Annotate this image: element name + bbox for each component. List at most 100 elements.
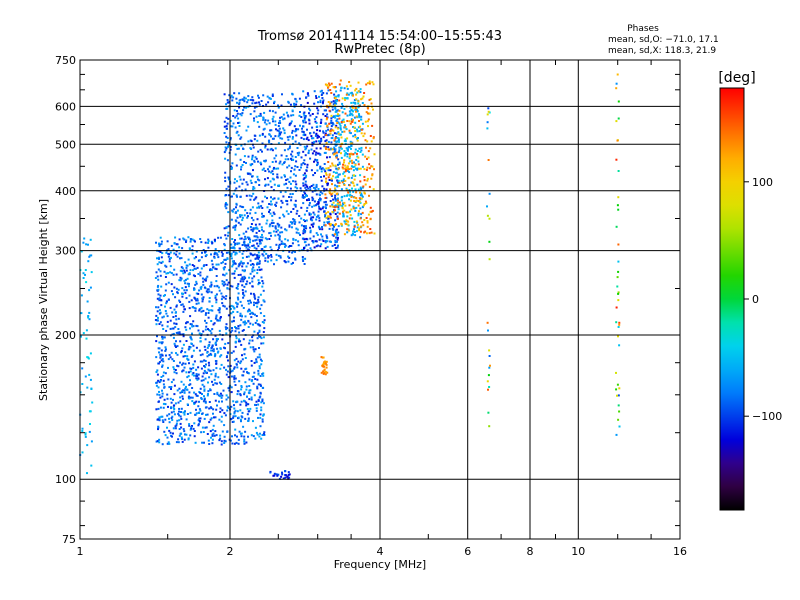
data-point	[261, 434, 264, 436]
data-point	[211, 305, 214, 308]
data-point	[181, 370, 184, 373]
data-point	[369, 206, 372, 209]
data-point	[368, 82, 371, 85]
data-point	[160, 240, 163, 243]
data-point	[285, 229, 288, 232]
data-point	[243, 243, 246, 246]
data-point	[203, 441, 205, 444]
data-point	[237, 274, 240, 276]
data-point	[156, 335, 158, 338]
data-point	[308, 119, 311, 122]
data-point	[214, 430, 217, 433]
data-point	[180, 426, 183, 429]
data-point	[237, 438, 240, 441]
data-point	[284, 245, 286, 248]
data-point	[236, 195, 238, 198]
data-point	[241, 216, 244, 219]
data-point	[288, 135, 291, 138]
data-point	[164, 289, 167, 292]
data-point	[162, 374, 165, 377]
data-point	[207, 238, 210, 241]
data-point	[243, 294, 246, 297]
data-point	[240, 314, 243, 317]
data-point	[241, 219, 244, 222]
data-point	[274, 225, 277, 228]
data-point	[303, 238, 306, 241]
data-point	[189, 434, 192, 437]
data-point	[255, 115, 258, 118]
data-point	[240, 260, 243, 263]
data-point	[302, 125, 304, 128]
data-point	[205, 312, 207, 315]
data-point	[174, 296, 177, 299]
data-point	[319, 140, 322, 143]
data-point	[281, 201, 284, 204]
data-point	[302, 150, 305, 153]
data-point	[160, 376, 163, 378]
data-point	[217, 338, 219, 341]
data-point	[305, 209, 308, 212]
data-point	[291, 222, 293, 225]
data-point	[341, 119, 344, 122]
data-point	[312, 183, 315, 186]
data-point	[355, 152, 358, 155]
data-point	[334, 149, 337, 152]
data-point	[224, 440, 227, 443]
data-point	[87, 260, 90, 263]
data-point	[244, 357, 247, 359]
data-point	[185, 240, 187, 243]
data-point	[317, 225, 320, 228]
data-point	[200, 431, 203, 434]
data-point	[162, 383, 165, 386]
data-point	[249, 113, 252, 116]
data-point	[367, 125, 369, 128]
data-point	[182, 362, 185, 365]
data-point	[250, 364, 253, 367]
data-point	[226, 99, 229, 101]
data-point	[337, 137, 340, 140]
data-point	[306, 199, 308, 202]
data-point	[224, 414, 227, 417]
data-point	[194, 267, 197, 270]
data-point	[184, 261, 187, 264]
data-point	[359, 194, 362, 197]
data-point	[247, 403, 250, 406]
data-point	[250, 223, 253, 225]
data-point	[333, 93, 336, 96]
data-point	[227, 359, 229, 362]
data-point	[168, 417, 170, 420]
data-point	[341, 97, 344, 100]
data-point	[175, 441, 178, 444]
data-point	[244, 417, 247, 420]
data-point	[219, 236, 222, 239]
data-point	[287, 260, 290, 263]
data-point	[333, 151, 336, 154]
data-point	[354, 188, 357, 191]
data-point	[249, 226, 252, 228]
data-point	[326, 113, 329, 116]
data-point	[218, 289, 221, 292]
data-point	[260, 226, 263, 229]
data-point	[362, 95, 365, 98]
data-point	[336, 205, 339, 208]
data-point	[200, 287, 203, 290]
data-point	[330, 193, 333, 196]
data-point	[223, 227, 226, 230]
data-point	[249, 259, 252, 262]
data-point	[488, 425, 491, 428]
data-point	[283, 149, 286, 152]
y-axis-label: Stationary phase Virtual Height [km]	[37, 199, 50, 401]
data-point	[349, 140, 352, 143]
data-point	[303, 114, 306, 117]
data-point	[615, 433, 618, 436]
data-point	[164, 346, 167, 349]
data-point	[373, 232, 376, 235]
data-point	[303, 227, 306, 229]
data-point	[156, 257, 158, 260]
data-point	[328, 192, 331, 195]
data-point	[254, 348, 257, 351]
data-point	[182, 343, 185, 346]
data-point	[317, 109, 320, 112]
data-point	[323, 369, 326, 372]
data-point	[336, 246, 339, 249]
